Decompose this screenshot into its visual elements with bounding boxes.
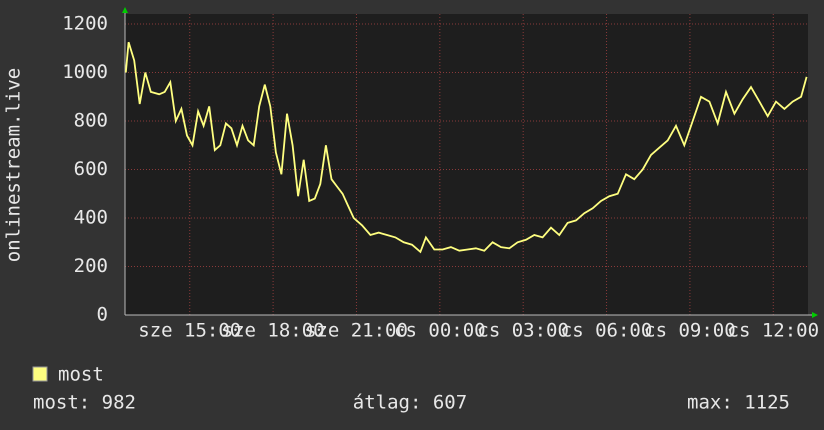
x-tick-label: cs 09:00 xyxy=(644,320,736,342)
stat-current: most: 982 xyxy=(33,392,136,414)
x-tick-label: cs 00:00 xyxy=(394,320,486,342)
y-tick-label: 200 xyxy=(74,255,108,277)
x-tick-label: sze 15:00 xyxy=(138,320,241,342)
x-tick-label: cs 12:00 xyxy=(728,320,820,342)
plot-area xyxy=(125,14,808,315)
x-arrow xyxy=(812,312,818,318)
y-axis-label: onlinestream.live xyxy=(3,68,25,262)
data-line xyxy=(124,41,808,254)
y-arrow xyxy=(122,7,128,13)
y-tick-label: 400 xyxy=(74,207,108,229)
y-tick-label: 800 xyxy=(74,110,108,132)
stat-average: átlag: 607 xyxy=(353,392,467,414)
legend-label: most xyxy=(58,364,104,386)
stat-max: max: 1125 xyxy=(687,392,790,414)
y-tick-label: 1000 xyxy=(62,61,108,83)
x-tick-label: cs 06:00 xyxy=(561,320,653,342)
x-tick-label: sze 18:00 xyxy=(222,320,325,342)
y-tick-label: 1200 xyxy=(62,13,108,35)
x-tick-label: sze 21:00 xyxy=(305,320,408,342)
x-tick-label: cs 03:00 xyxy=(477,320,569,342)
legend-swatch xyxy=(32,366,48,382)
y-tick-label: 600 xyxy=(74,158,108,180)
y-tick-label: 0 xyxy=(97,304,108,326)
